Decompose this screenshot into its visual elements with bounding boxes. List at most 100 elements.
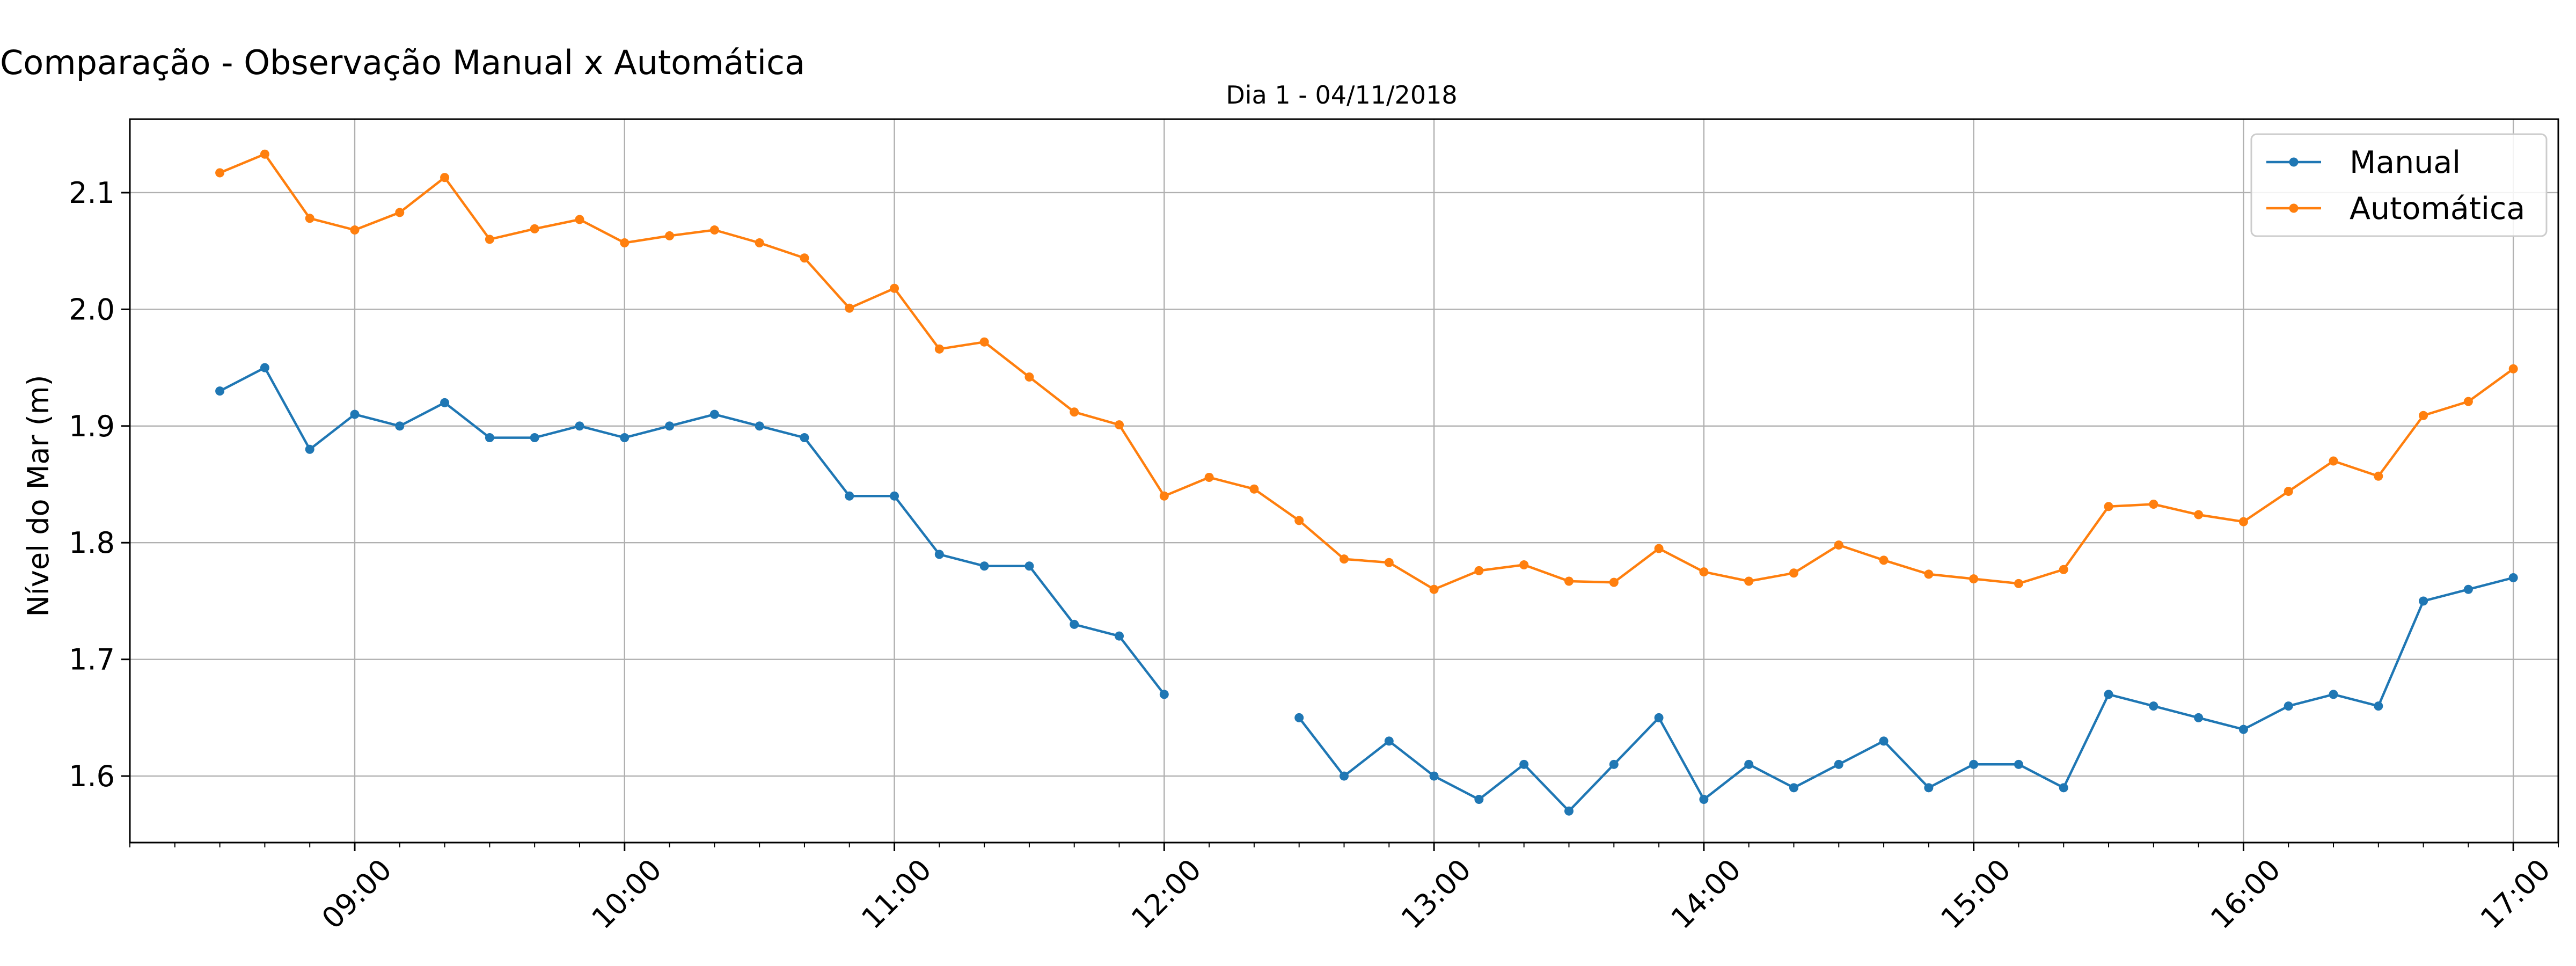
data-point — [709, 225, 719, 235]
data-point — [979, 561, 989, 571]
data-point — [2238, 517, 2248, 526]
data-point — [1340, 771, 1349, 781]
data-point — [1159, 690, 1169, 699]
data-point — [2374, 701, 2383, 711]
data-point — [2329, 690, 2338, 699]
data-point — [2374, 471, 2383, 481]
data-point — [485, 235, 494, 244]
data-point — [1384, 736, 1394, 746]
data-point — [485, 433, 494, 443]
data-point — [1609, 759, 1619, 769]
data-point — [1024, 561, 1034, 571]
y-axis-label: Nível do Mar (m) — [21, 375, 55, 617]
series-layer — [215, 149, 2518, 816]
x-tick-label: 13:00 — [1395, 853, 1478, 936]
data-point — [755, 238, 764, 247]
data-point — [1204, 472, 1214, 482]
data-point — [1070, 619, 1079, 629]
axis-ticks: 09:00 10:00 11:00 12:00 13:00 14:00 15:00 16:00… — [69, 176, 2559, 936]
legend-marker — [2289, 203, 2299, 213]
data-point — [1159, 491, 1169, 501]
data-point — [2508, 573, 2518, 582]
data-point — [845, 303, 854, 313]
data-point — [2194, 510, 2204, 519]
data-point — [620, 433, 630, 443]
legend-marker — [2289, 157, 2299, 167]
data-point — [1834, 540, 1843, 550]
y-tick-label: 1.6 — [69, 759, 115, 793]
x-tick-label: 15:00 — [1934, 853, 2017, 936]
data-point — [709, 409, 719, 419]
x-tick-label: 14:00 — [1664, 853, 1747, 936]
data-point — [215, 168, 225, 178]
data-point — [1564, 806, 1574, 816]
data-point — [575, 215, 584, 224]
data-point — [1115, 631, 1124, 641]
data-point — [1969, 574, 1979, 584]
data-point — [1879, 736, 1889, 746]
data-point — [1969, 759, 1979, 769]
figure-title: Comparação - Observação Manual x Automát… — [0, 43, 805, 82]
data-point — [1789, 783, 1798, 793]
data-point — [1924, 569, 1934, 579]
data-point — [665, 421, 675, 431]
data-point — [665, 231, 675, 240]
data-point — [620, 238, 630, 247]
grid — [130, 119, 2558, 843]
y-tick-label: 1.9 — [69, 409, 115, 443]
data-point — [575, 421, 584, 431]
x-tick-label: 12:00 — [1125, 853, 1208, 936]
data-point — [2149, 499, 2158, 509]
data-point — [1519, 759, 1529, 769]
data-point — [1924, 783, 1934, 793]
data-point — [845, 491, 854, 501]
data-point — [1834, 759, 1843, 769]
data-point — [260, 363, 269, 372]
data-point — [1744, 759, 1754, 769]
data-point — [1429, 771, 1439, 781]
data-point — [305, 214, 314, 223]
data-point — [2419, 411, 2428, 420]
series-line — [219, 152, 2514, 591]
data-point — [395, 208, 405, 217]
x-tick-label: 11:00 — [855, 853, 938, 936]
data-point — [1070, 407, 1079, 417]
x-tick-label: 17:00 — [2474, 853, 2557, 936]
data-point — [2149, 701, 2158, 711]
data-point — [1115, 420, 1124, 430]
data-point — [440, 173, 450, 182]
data-point — [2059, 783, 2068, 793]
data-point — [260, 149, 269, 159]
legend-label: Automática — [2350, 191, 2525, 226]
data-point — [1474, 566, 1484, 575]
data-point — [1609, 577, 1619, 587]
series-line — [219, 366, 2514, 813]
x-tick-label: 16:00 — [2204, 853, 2287, 936]
y-tick-label: 2.0 — [69, 292, 115, 326]
data-point — [755, 421, 764, 431]
data-point — [1429, 584, 1439, 594]
data-point — [2508, 364, 2518, 374]
series-1 — [215, 363, 2518, 816]
data-point — [350, 409, 360, 419]
data-point — [1294, 516, 1304, 525]
plot-frame — [129, 118, 2559, 844]
x-tick-label: 10:00 — [585, 853, 668, 936]
data-point — [1384, 558, 1394, 567]
data-point — [1294, 713, 1304, 722]
data-point — [1699, 795, 1709, 804]
data-point — [2329, 456, 2338, 466]
data-point — [800, 433, 809, 443]
data-point — [350, 225, 360, 235]
x-tick-label: 09:00 — [316, 853, 399, 936]
data-point — [1744, 576, 1754, 586]
legend-label: Manual — [2350, 145, 2461, 180]
data-point — [979, 337, 989, 347]
data-point — [215, 386, 225, 396]
data-point — [934, 344, 944, 354]
data-point — [1789, 568, 1798, 578]
data-point — [1564, 576, 1574, 586]
data-point — [800, 253, 809, 263]
data-point — [1654, 713, 1664, 722]
